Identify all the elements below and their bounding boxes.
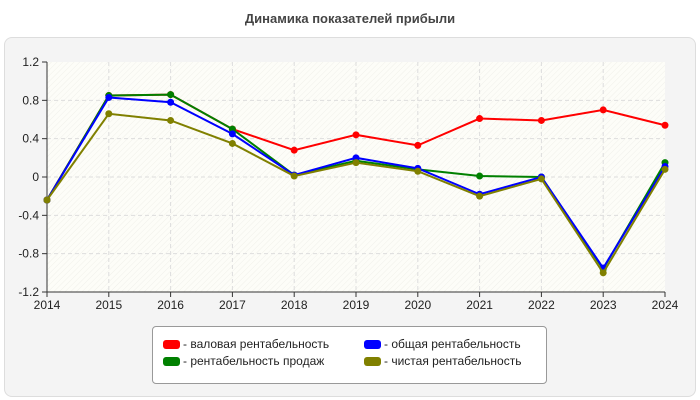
data-point [476, 172, 484, 180]
x-tick-label: 2018 [281, 298, 308, 312]
data-point [476, 192, 484, 200]
y-tick-label: -0.4 [18, 208, 39, 222]
data-point [352, 159, 360, 167]
data-point [414, 167, 422, 175]
data-point [352, 131, 360, 139]
legend-item: - чистая рентабельность [364, 354, 521, 368]
legend-swatch [364, 356, 381, 366]
data-point [661, 165, 669, 173]
x-tick-label: 2024 [652, 298, 679, 312]
x-tick-label: 2014 [34, 298, 61, 312]
legend-label: - чистая рентабельность [384, 354, 522, 368]
y-tick-label: 0.8 [22, 93, 39, 107]
data-point [661, 121, 669, 129]
chart-title: Динамика показателей прибыли [244, 11, 456, 26]
x-tick-label: 2022 [528, 298, 555, 312]
x-tick-label: 2021 [466, 298, 493, 312]
legend-item: - валовая рентабельность [163, 337, 329, 351]
x-tick-label: 2023 [590, 298, 617, 312]
x-tick-label: 2020 [404, 298, 431, 312]
x-tick-label: 2017 [219, 298, 246, 312]
data-point [105, 110, 113, 118]
data-point [105, 93, 113, 101]
data-point [167, 116, 175, 124]
data-point [167, 98, 175, 106]
legend: - валовая рентабельность - рентабельност… [152, 326, 547, 384]
legend-label: - рентабельность продаж [183, 354, 325, 368]
legend-swatch [163, 339, 180, 349]
y-tick-label: 0 [32, 170, 39, 184]
legend-swatch [364, 339, 381, 349]
data-point [228, 139, 236, 147]
data-point [599, 269, 607, 277]
data-point [537, 175, 545, 183]
legend-swatch [163, 356, 180, 366]
data-point [537, 116, 545, 124]
data-point [43, 196, 51, 204]
y-tick-label: 1.2 [22, 55, 39, 69]
data-point [228, 130, 236, 138]
legend-item: - общая рентабельность [364, 337, 521, 351]
y-tick-label: -0.8 [18, 247, 39, 261]
data-point [476, 115, 484, 123]
x-tick-label: 2016 [157, 298, 184, 312]
data-point [290, 146, 298, 154]
x-tick-label: 2019 [343, 298, 370, 312]
data-point [290, 172, 298, 180]
data-point [228, 125, 236, 133]
legend-label: - общая рентабельность [384, 337, 521, 351]
data-point [352, 154, 360, 162]
data-point [167, 91, 175, 99]
data-point [599, 106, 607, 114]
legend-item: - рентабельность продаж [163, 354, 324, 368]
x-tick-label: 2015 [95, 298, 122, 312]
y-tick-label: 0.4 [22, 132, 39, 146]
y-tick-label: -1.2 [18, 285, 39, 299]
data-point [414, 141, 422, 149]
legend-label: - валовая рентабельность [183, 337, 330, 351]
